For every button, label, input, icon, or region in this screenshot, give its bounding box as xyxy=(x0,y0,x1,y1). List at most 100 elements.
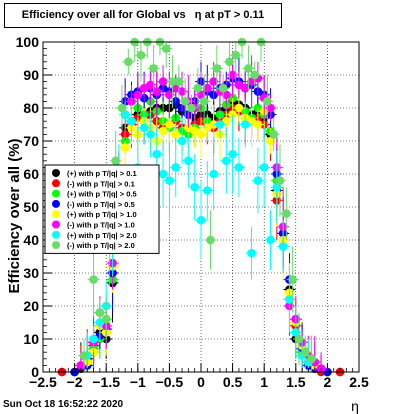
data-point xyxy=(234,163,244,172)
legend-entry-label: (+) with p T/|q| > 1.0 xyxy=(67,210,137,219)
data-point xyxy=(196,90,206,100)
data-point xyxy=(158,126,168,136)
legend-entry-label: (+) with p T/|q| > 2.0 xyxy=(67,231,137,240)
legend: (+) with p T/|q| > 0.1(-) with p T/|q| >… xyxy=(44,164,160,254)
x-tick-label: 1.5 xyxy=(286,374,306,390)
data-point xyxy=(247,116,256,126)
data-point xyxy=(266,235,275,245)
timestamp: Sun Oct 18 16:52:22 2020 xyxy=(3,399,124,410)
data-point xyxy=(209,120,218,129)
data-point xyxy=(221,116,231,126)
data-point xyxy=(190,182,199,192)
legend-marker xyxy=(52,189,60,198)
data-point xyxy=(177,136,187,146)
y-tick-label: 100 xyxy=(16,34,40,50)
data-point xyxy=(209,169,218,179)
axis-ticks: −2.5 −2 −1.5 −1 −0.5 0 0.5 1 1.5 2 2.5 0 10 20 30 40 50 6… xyxy=(16,34,369,390)
data-point xyxy=(209,77,218,86)
data-point xyxy=(294,334,304,344)
data-point xyxy=(266,103,275,113)
y-tick-label: 10 xyxy=(23,331,39,347)
y-tick-label: 0 xyxy=(31,364,39,380)
data-point xyxy=(272,182,282,192)
y-tick-label: 80 xyxy=(23,100,39,116)
data-point xyxy=(240,83,250,93)
legend-entry-label: (-) with p T/|q| > 1.0 xyxy=(67,221,135,230)
data-point xyxy=(184,156,193,166)
data-point xyxy=(231,50,241,60)
x-tick-label: 0.5 xyxy=(223,374,243,390)
data-point xyxy=(266,136,275,146)
data-point xyxy=(203,186,212,195)
data-point xyxy=(240,120,250,129)
data-point xyxy=(250,70,260,80)
data-point xyxy=(95,308,105,317)
data-point xyxy=(244,64,253,73)
data-point xyxy=(149,64,158,73)
data-point xyxy=(193,83,203,93)
data-point xyxy=(171,83,181,93)
legend-entry-label: (-) with p T/|q| > 0.5 xyxy=(67,200,135,209)
data-point xyxy=(139,83,149,93)
data-point xyxy=(300,347,310,357)
data-point xyxy=(206,235,215,245)
data-point xyxy=(228,149,237,159)
data-point xyxy=(89,275,98,284)
data-point xyxy=(177,87,187,96)
chart-title: Efficiency over all for Global vs η at p… xyxy=(4,3,282,28)
data-point xyxy=(282,209,291,218)
x-tick-label: −0.5 xyxy=(156,374,184,390)
x-tick-label: −2 xyxy=(67,374,83,390)
data-point xyxy=(225,57,234,67)
data-point xyxy=(285,295,294,304)
data-point xyxy=(168,77,177,86)
data-point xyxy=(196,215,206,225)
x-tick-label: 0 xyxy=(197,374,205,390)
data-point xyxy=(218,83,228,93)
x-axis-label: η xyxy=(351,398,359,414)
data-point xyxy=(152,87,162,96)
x-tick-label: 1 xyxy=(260,374,268,390)
data-point xyxy=(171,163,181,172)
x-tick-label: −1.5 xyxy=(92,374,120,390)
data-point xyxy=(79,351,89,360)
data-point xyxy=(263,97,272,106)
data-point xyxy=(269,130,278,139)
data-point xyxy=(187,103,196,113)
data-point xyxy=(228,70,237,80)
y-tick-label: 60 xyxy=(23,166,39,182)
data-point xyxy=(136,50,146,60)
data-point xyxy=(196,130,206,139)
data-point xyxy=(133,90,143,100)
data-point xyxy=(124,57,133,67)
data-point xyxy=(212,64,222,73)
data-point xyxy=(120,110,130,119)
data-point xyxy=(139,123,149,133)
data-point xyxy=(174,77,184,86)
data-point xyxy=(221,90,231,100)
data-point xyxy=(234,103,244,113)
data-point xyxy=(120,143,130,152)
data-point xyxy=(247,248,256,258)
data-point xyxy=(127,116,136,126)
data-point xyxy=(199,97,209,106)
data-point xyxy=(161,44,171,53)
data-point xyxy=(171,130,181,139)
data-point xyxy=(127,97,136,106)
legend-marker xyxy=(52,169,60,177)
data-point xyxy=(158,169,168,179)
legend-box xyxy=(44,164,160,254)
y-tick-label: 20 xyxy=(23,298,39,314)
data-point xyxy=(190,126,199,136)
data-point xyxy=(228,110,237,119)
y-axis-label: Efficiency over all (%) xyxy=(6,138,23,293)
legend-marker xyxy=(52,241,60,250)
data-point xyxy=(278,242,288,251)
data-point xyxy=(158,77,168,86)
data-point xyxy=(146,80,155,90)
data-point xyxy=(253,176,263,185)
data-point xyxy=(165,120,174,129)
legend-marker xyxy=(52,220,60,229)
x-tick-label: −2.5 xyxy=(29,374,57,390)
data-point xyxy=(247,77,256,86)
